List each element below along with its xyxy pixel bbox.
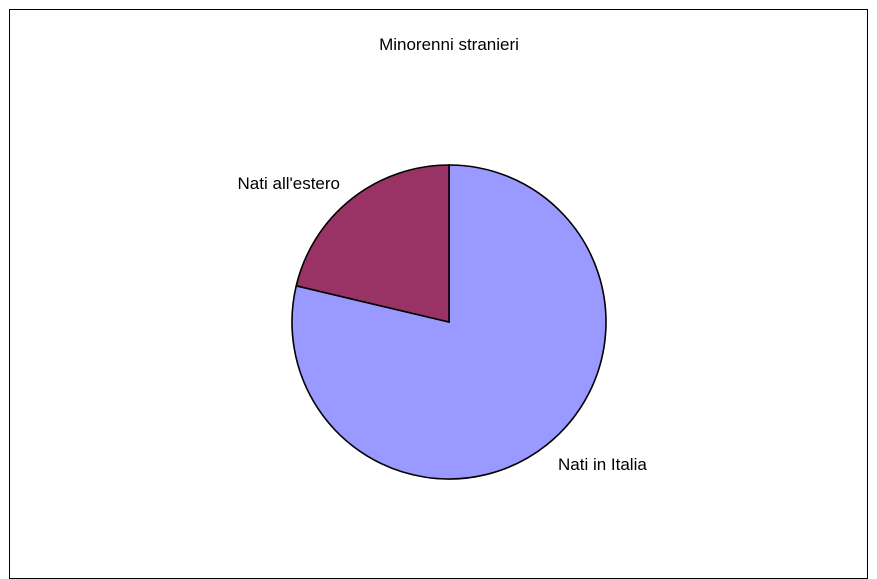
slice-label-2: Nati all'estero	[238, 174, 340, 193]
slice-label-1: Nati in Italia	[558, 455, 647, 474]
chart-title: Minorenni stranieri	[379, 35, 519, 54]
pie-slice-2	[295, 164, 450, 324]
